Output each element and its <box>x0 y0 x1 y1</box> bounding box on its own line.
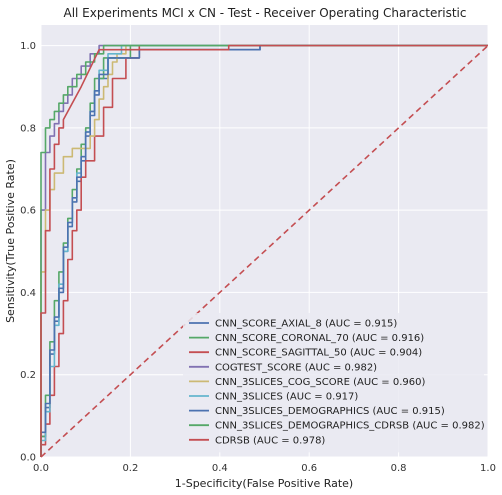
legend-entry: CNN_3SLICES_DEMOGRAPHICS_CDRSB (AUC = 0.… <box>215 421 485 432</box>
roc-curve-1 <box>40 44 488 457</box>
legend-entry: CNN_SCORE_SAGITTAL_50 (AUC = 0.904) <box>215 348 422 359</box>
legend-box <box>183 313 484 453</box>
legend-entry: CNN_SCORE_AXIAL_8 (AUC = 0.915) <box>215 319 397 330</box>
y-tick-label: 0.0 <box>20 453 36 464</box>
y-tick-label: 0.4 <box>20 288 36 299</box>
y-tick-label: 1.0 <box>20 41 36 52</box>
x-tick-label: 0.0 <box>33 463 49 474</box>
x-tick-label: 0.4 <box>212 463 228 474</box>
legend-entry: CNN_3SLICES_DEMOGRAPHICS (AUC = 0.915) <box>215 406 445 417</box>
x-tick-labels: 0.0 0.2 0.4 0.6 0.8 1.0 <box>33 463 496 474</box>
roc-curve-8 <box>40 44 488 457</box>
roc-curves <box>40 44 489 458</box>
x-tick-label: 0.2 <box>122 463 138 474</box>
x-tick-label: 0.6 <box>301 463 317 474</box>
y-tick-label: 0.8 <box>20 123 36 134</box>
legend-entry: CDRSB (AUC = 0.978) <box>215 435 325 446</box>
x-tick-label: 0.8 <box>391 463 407 474</box>
roc-curve-2 <box>40 44 488 457</box>
y-tick-label: 0.6 <box>20 206 36 217</box>
legend-entry: CNN_3SLICES (AUC = 0.917) <box>215 392 358 403</box>
y-axis-label: Sensitivity(True Positive Rate) <box>4 159 17 323</box>
y-tick-labels: 0.0 0.2 0.4 0.6 0.8 1.0 <box>20 41 36 463</box>
y-tick-label: 0.2 <box>20 370 36 381</box>
legend-entry: COGTEST_SCORE (AUC = 0.982) <box>215 362 377 373</box>
x-axis-label: 1-Specificity(False Positive Rate) <box>175 477 353 490</box>
x-tick-label: 1.0 <box>480 463 496 474</box>
legend-entry: CNN_3SLICES_COG_SCORE (AUC = 0.960) <box>215 377 425 388</box>
legend: CNN_SCORE_AXIAL_8 (AUC = 0.915) CNN_SCORE… <box>183 313 485 453</box>
grid-lines <box>40 25 489 458</box>
legend-entry: CNN_SCORE_CORONAL_70 (AUC = 0.916) <box>215 333 424 344</box>
chart-title: All Experiments MCI x CN - Test - Receiv… <box>63 6 466 20</box>
roc-curve-6 <box>40 44 488 457</box>
chance-diagonal-line <box>40 45 489 458</box>
